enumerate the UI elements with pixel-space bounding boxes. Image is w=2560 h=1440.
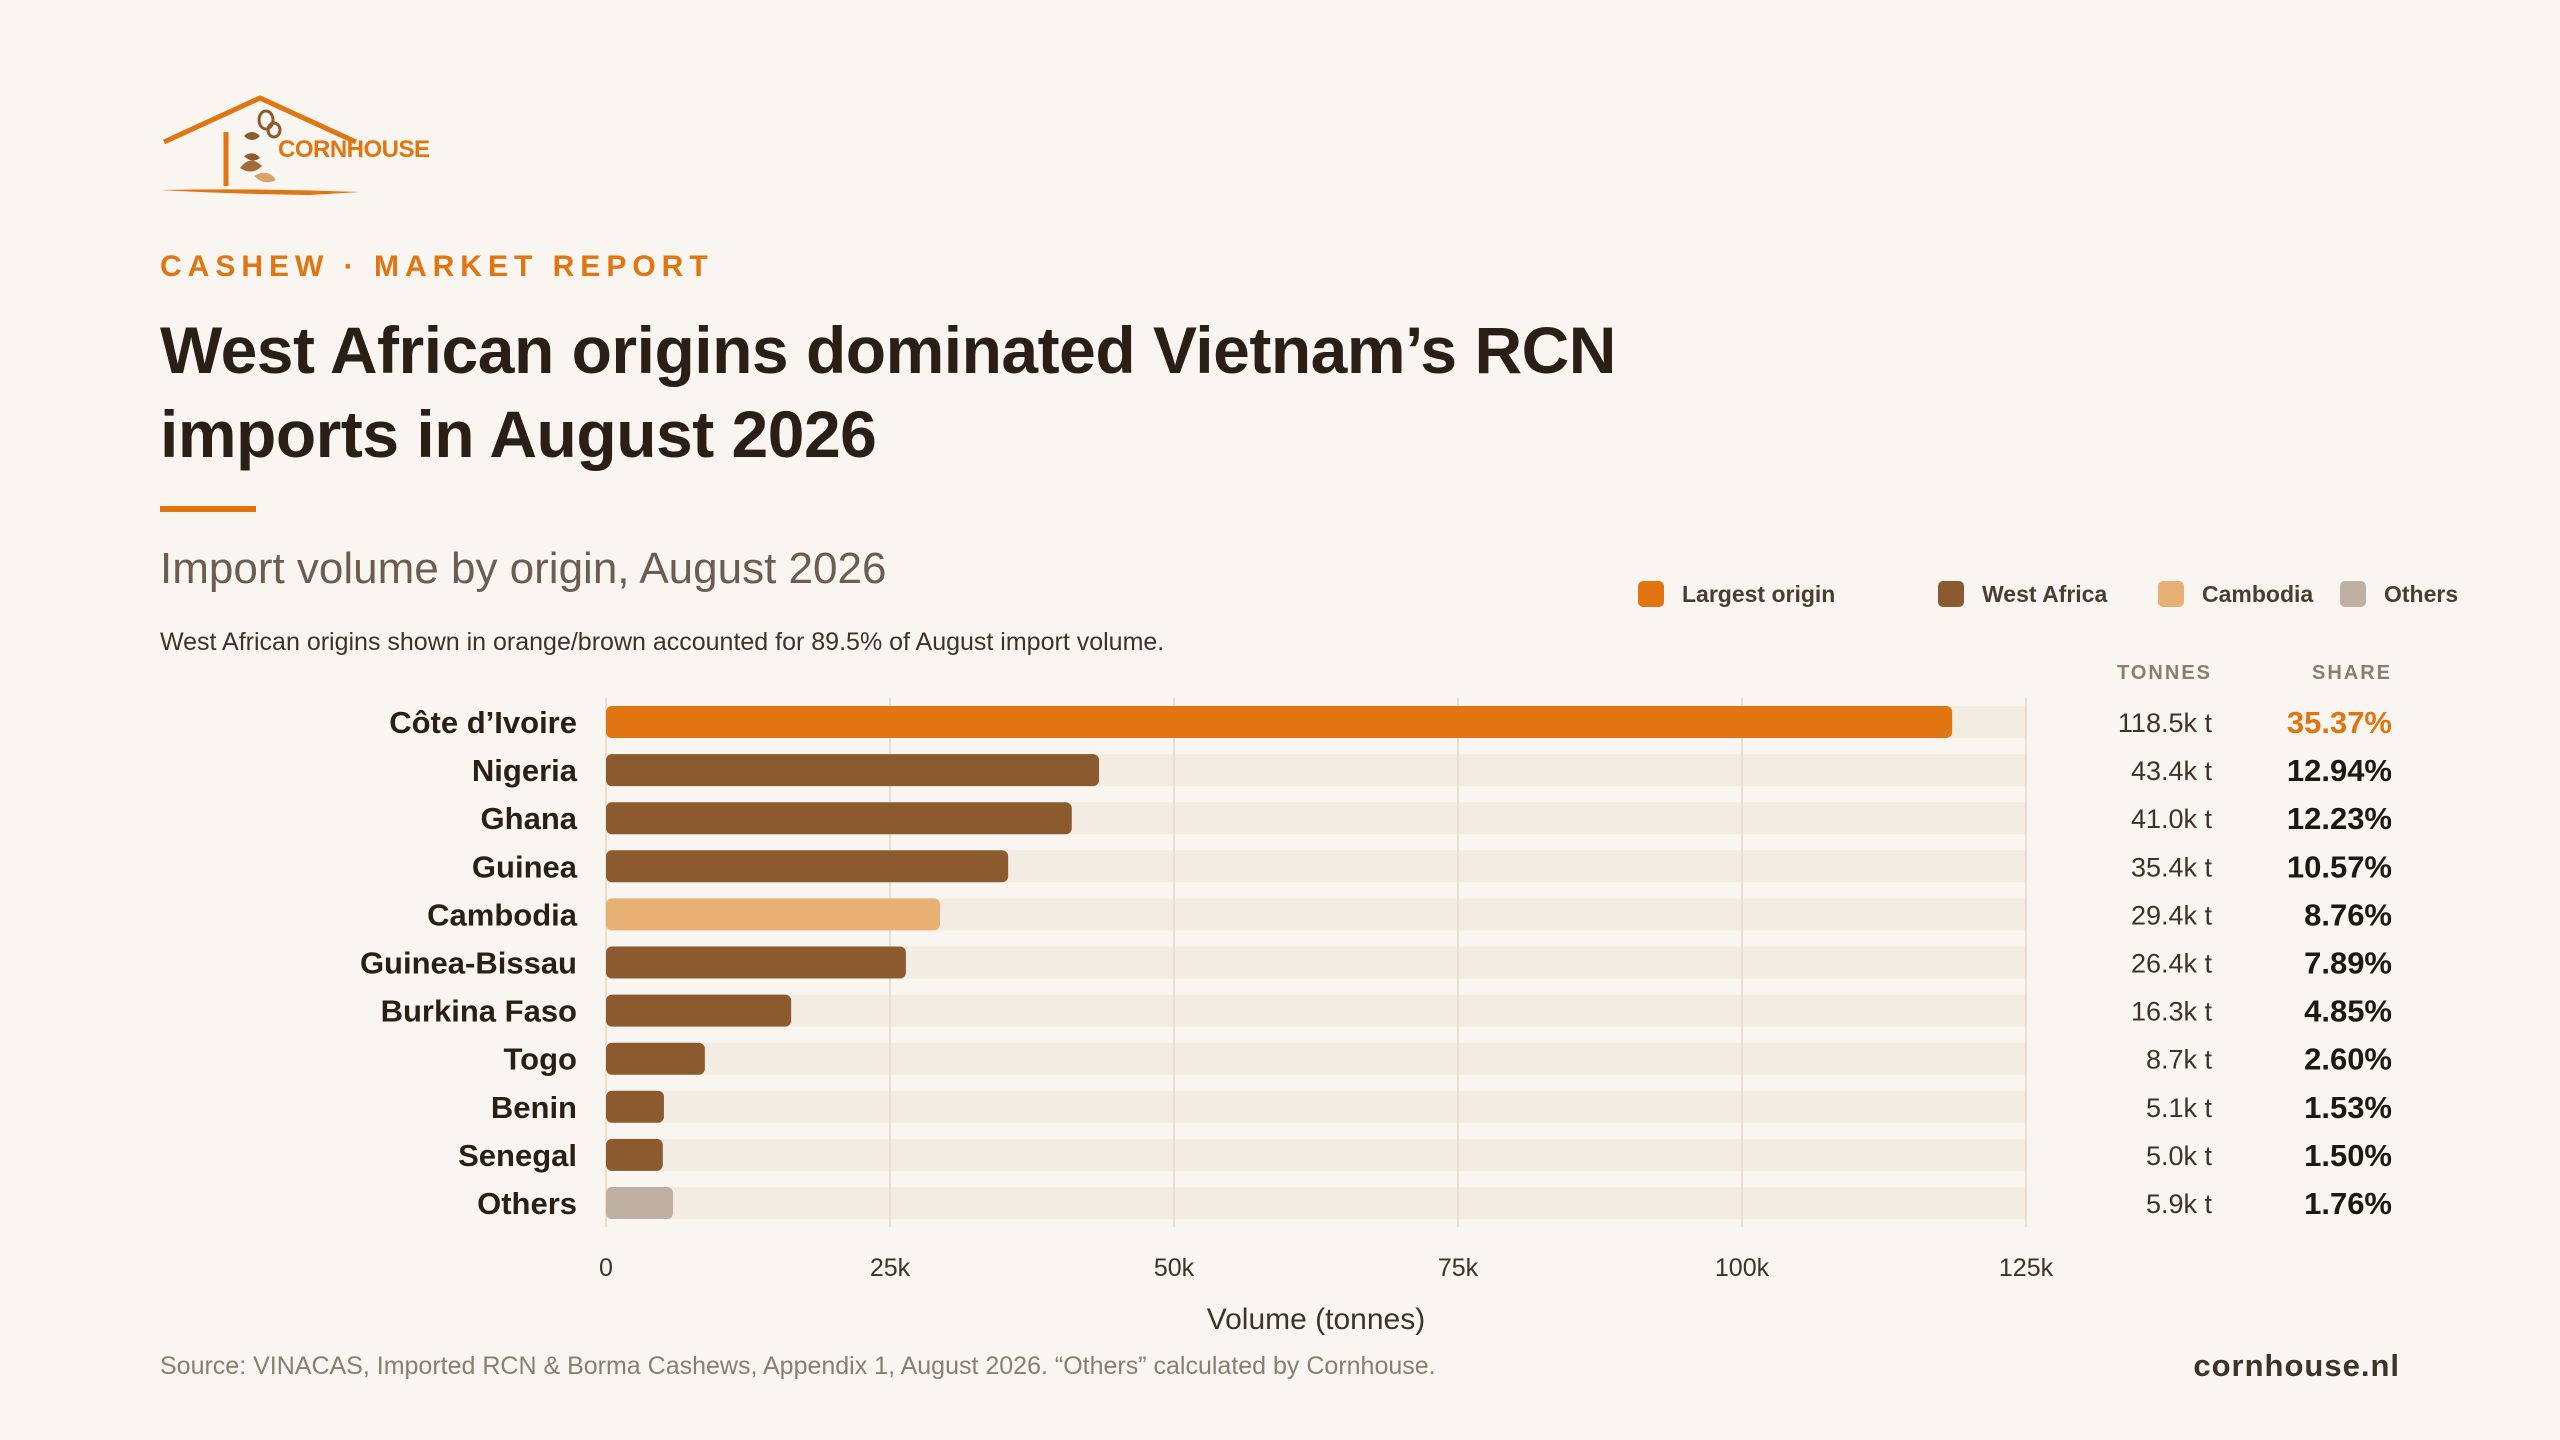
bar	[606, 706, 1953, 738]
legend-item-largest-origin: Largest origin	[1638, 578, 1835, 610]
legend-label: Others	[2384, 580, 2459, 607]
category-label: Nigeria	[472, 753, 578, 788]
category-label: Burkina Faso	[381, 994, 577, 1029]
report-kicker: CASHEW · MARKET REPORT	[160, 250, 714, 283]
x-tick-label: 125k	[1999, 1254, 2054, 1282]
share-value: 1.50%	[2304, 1138, 2392, 1173]
share-value: 12.23%	[2287, 801, 2392, 836]
tonnes-value: 26.4k t	[2131, 949, 2213, 979]
legend-label: Largest origin	[1682, 580, 1836, 607]
share-value: 12.94%	[2287, 753, 2392, 788]
legend-item-cambodia: Cambodia	[2158, 578, 2313, 610]
legend-item-west-africa: West Africa	[1938, 578, 2107, 610]
category-label: Others	[477, 1186, 577, 1221]
title-accent-rule	[160, 506, 256, 512]
category-label: Togo	[504, 1042, 577, 1077]
bar	[606, 898, 940, 931]
bar	[606, 754, 1100, 787]
legend-label: Cambodia	[2202, 580, 2314, 607]
share-value: 2.60%	[2304, 1042, 2392, 1077]
bar	[606, 946, 906, 979]
tonnes-value: 35.4k t	[2131, 852, 2213, 882]
bar-track	[606, 1090, 2026, 1123]
category-label: Guinea	[472, 849, 578, 884]
tonnes-value: 29.4k t	[2131, 900, 2213, 930]
bar	[606, 850, 1009, 883]
chart-subtitle: Import volume by origin, August 2026	[160, 544, 887, 593]
x-tick-label: 0	[599, 1254, 613, 1282]
tonnes-value: 43.4k t	[2131, 756, 2213, 786]
page-title: West African origins dominated Vietnam’s…	[160, 308, 1860, 476]
bar	[606, 994, 792, 1027]
share-column-header: SHARE	[2311, 662, 2392, 684]
share-value: 4.85%	[2304, 994, 2392, 1029]
legend-swatch	[2158, 581, 2184, 607]
bar-track	[606, 994, 2026, 1027]
tonnes-column-header: TONNES	[2117, 662, 2212, 684]
legend-item-others: Others	[2340, 578, 2458, 610]
category-label: Guinea-Bissau	[360, 946, 577, 981]
bar-track	[606, 1138, 2026, 1171]
tonnes-value: 5.1k t	[2146, 1093, 2213, 1123]
x-tick-label: 50k	[1154, 1254, 1195, 1282]
tonnes-value: 5.0k t	[2146, 1141, 2213, 1171]
bar	[606, 1138, 663, 1171]
legend-swatch	[1638, 581, 1664, 607]
share-value: 1.76%	[2304, 1186, 2392, 1221]
bar-track	[606, 1187, 2026, 1219]
category-label: Ghana	[481, 801, 578, 836]
tonnes-value: 8.7k t	[2146, 1045, 2213, 1075]
legend-swatch	[2340, 581, 2366, 607]
share-value: 10.57%	[2287, 849, 2392, 884]
tonnes-value: 41.0k t	[2131, 804, 2213, 834]
bar	[606, 802, 1072, 835]
cornhouse-logo	[160, 95, 360, 195]
bar	[606, 1090, 664, 1123]
website-link[interactable]: cornhouse.nl	[2193, 1348, 2400, 1383]
x-axis-label: Volume (tonnes)	[1207, 1303, 1425, 1336]
legend-label: West Africa	[1982, 580, 2108, 607]
bar	[606, 1042, 705, 1075]
tonnes-value: 16.3k t	[2131, 997, 2213, 1027]
legend-swatch	[1938, 581, 1964, 607]
x-tick-label: 25k	[870, 1254, 911, 1282]
share-value: 8.76%	[2304, 897, 2392, 932]
category-label: Côte d’Ivoire	[389, 705, 577, 740]
x-tick-label: 100k	[1715, 1254, 1770, 1282]
chart-note: West African origins shown in orange/bro…	[160, 628, 1165, 656]
category-label: Cambodia	[427, 897, 578, 932]
category-label: Senegal	[458, 1138, 577, 1173]
title-line-2: imports in August 2026	[160, 397, 877, 471]
share-value: 7.89%	[2304, 946, 2392, 981]
share-value: 35.37%	[2287, 705, 2392, 740]
x-tick-label: 75k	[1438, 1254, 1479, 1282]
tonnes-value: 118.5k t	[2118, 708, 2213, 738]
bar-track	[606, 1042, 2026, 1075]
title-line-1: West African origins dominated Vietnam’s…	[160, 313, 1616, 387]
category-label: Benin	[491, 1090, 577, 1125]
logo-wordmark: CORNHOUSE	[278, 136, 430, 163]
tonnes-value: 5.9k t	[2146, 1189, 2213, 1219]
source-note: Source: VINACAS, Imported RCN & Borma Ca…	[160, 1352, 1436, 1380]
bar	[606, 1187, 674, 1219]
share-value: 1.53%	[2304, 1090, 2392, 1125]
